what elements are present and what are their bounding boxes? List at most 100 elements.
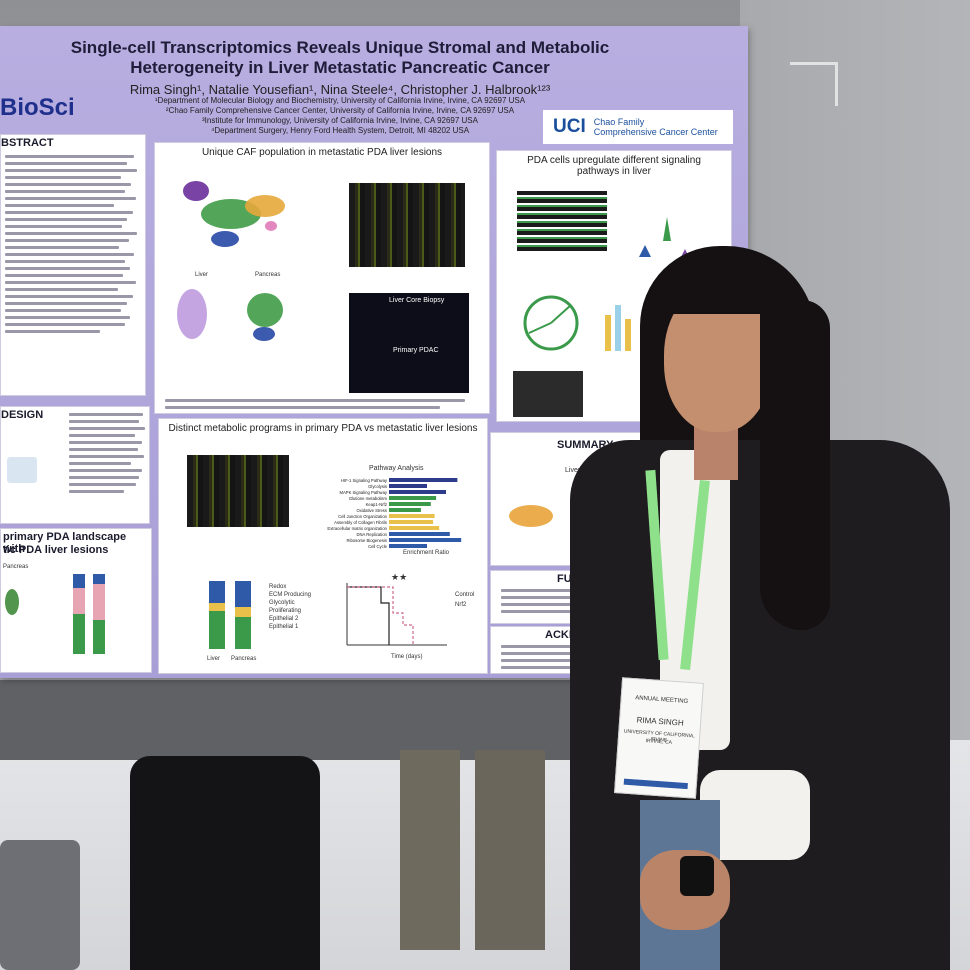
pathway-label: HIF-1 Signaling Pathway: [341, 478, 388, 483]
badge-footer-stripe: [623, 778, 688, 790]
caf-caption-lines: [165, 399, 477, 413]
affiliation-1: ¹Department of Molecular Biology and Bio…: [154, 96, 526, 105]
umap-liver-label: Liver: [195, 272, 209, 278]
acknow-text-lines: [501, 645, 641, 673]
metabolic-heatmap: [187, 455, 289, 527]
background-person-dark: [130, 756, 320, 970]
survival-xlabel: Time (days): [391, 654, 423, 660]
pathway-label: Assembly of Collagen Fibrils: [334, 520, 387, 525]
person-hair-right: [760, 300, 830, 630]
abstract-panel: BSTRACT: [0, 134, 146, 396]
pathway-label: Ribosome Biogenesis: [346, 538, 387, 543]
pathway-label: Glutione metabolism: [349, 496, 388, 501]
mouse-diagram: [7, 457, 37, 483]
micrograph-image: [513, 371, 583, 417]
design-heading: DESIGN: [1, 409, 44, 421]
abstract-heading: BSTRACT: [1, 137, 54, 149]
pathway-label: Oxidative Stress: [357, 508, 388, 513]
signaling-heatmap: [517, 191, 607, 251]
legend-epithelial-1: Epithelial 1: [269, 624, 299, 630]
future-text-lines: [501, 589, 641, 617]
pathway-bar: [389, 532, 450, 536]
survival-control-label: Control: [455, 592, 475, 598]
poster-title: Single-cell Transcriptomics Reveals Uniq…: [40, 38, 640, 78]
affiliation-4: ⁴Department Surgery, Henry Ford Health S…: [210, 126, 470, 135]
pathway-bar: [389, 490, 446, 494]
signaling-title-line-2: pathways in liver: [577, 166, 651, 177]
biosci-logo: BioSci: [0, 94, 75, 121]
legend-ecm: ECM Producing: [269, 592, 312, 598]
dist-pancreas-label: Pancreas: [231, 656, 257, 662]
person-hair-top: [656, 258, 780, 314]
umap-pancreas-green: [247, 293, 283, 327]
liver-core-biopsy-label: Liver Core Biopsy: [389, 297, 445, 304]
enrichment-ratio-label: Enrichment Ratio: [403, 550, 450, 556]
pie-chart: [523, 295, 579, 351]
landscape-panel: primary PDA landscape with tic PDA liver…: [0, 528, 152, 673]
pathway-bar: [389, 520, 434, 524]
poster-title-line-2: Heterogeneity in Liver Metastatic Pancre…: [130, 58, 550, 77]
abstract-text-lines: [5, 155, 141, 337]
umap-cluster-purple: [183, 181, 209, 201]
dist-liver-label: Liver: [207, 656, 221, 662]
badge-name: RIMA SINGH: [636, 715, 684, 728]
umap-cluster-pink: [265, 221, 277, 231]
pathway-analysis-title: Pathway Analysis: [369, 465, 424, 472]
caf-panel-title: Unique CAF population in metastatic PDA …: [201, 147, 443, 158]
pathway-label: Glycolysis: [368, 484, 387, 489]
pathway-bar: [389, 502, 431, 506]
badge-meeting-text: ANNUAL MEETING: [634, 695, 689, 705]
uci-logo-line-2: Comprehensive Cancer Center: [593, 127, 718, 137]
distribution-bar-chart: [209, 581, 251, 649]
landscape-pancreas-label: Pancreas: [3, 564, 29, 570]
name-badge: ANNUAL MEETING RIMA SINGH UNIVERSITY OF …: [614, 677, 704, 799]
survival-nrf2-label: Nrf2: [455, 602, 467, 608]
pathway-bar: [389, 496, 437, 500]
pathway-label: Extracellular matrix organization: [327, 526, 387, 531]
legend-proliferating: Proliferating: [269, 608, 302, 614]
tape-corner-mark: [790, 62, 838, 106]
landscape-umap-cluster: [5, 589, 19, 615]
pathway-bar: [389, 526, 440, 530]
legend-glycolytic: Glycolytic: [269, 600, 295, 606]
umap-cluster-blue: [211, 231, 239, 247]
pathway-bar: [389, 544, 427, 548]
distribution-legend: Redox ECM Producing Glycolytic Prolifera…: [269, 583, 311, 631]
pathway-label: Cell Junction Organization: [338, 514, 388, 519]
poster-title-line-1: Single-cell Transcriptomics Reveals Uniq…: [70, 38, 610, 57]
pathway-label: MAPK Signaling Pathway: [340, 490, 388, 495]
pathway-label: DNA Replication: [357, 532, 388, 537]
poster-authors: Rima Singh¹, Natalie Yousefian¹, Nina St…: [129, 82, 551, 97]
uci-cancer-center-logo: UCI Chao Family Comprehensive Cancer Cen…: [543, 110, 733, 144]
uci-logo-line-1: Chao Family: [593, 117, 645, 127]
primary-pdac-label: Primary PDAC: [393, 347, 439, 354]
pathway-bar: [389, 508, 421, 512]
signaling-panel-title: PDA cells upregulate different signaling…: [497, 155, 731, 177]
metabolic-panel: Distinct metabolic programs in primary P…: [158, 418, 488, 674]
caf-panel: Unique CAF population in metastatic PDA …: [154, 142, 490, 414]
design-panel: DESIGN: [0, 406, 150, 524]
umap-pancreas-label: Pancreas: [255, 272, 281, 278]
survival-curve: [346, 583, 447, 646]
uci-logo-text: UCI: [553, 116, 586, 137]
chair: [0, 840, 80, 970]
design-text-lines: [69, 413, 147, 497]
legend-redox: Redox: [269, 584, 287, 590]
pathway-label: Cell Cycle: [368, 544, 388, 549]
smartwatch: [680, 856, 714, 896]
caf-gene-heatmap: [349, 183, 465, 267]
affiliation-2: ²Chao Family Comprehensive Cancer Center…: [165, 106, 515, 115]
pathway-bar: [389, 478, 458, 482]
umap-liver-cells: [177, 289, 207, 339]
poster-affiliations: ¹Department of Molecular Biology and Bio…: [130, 96, 550, 136]
umap-pancreas-blue: [253, 327, 275, 341]
signaling-title-line-1: PDA cells upregulate different signaling: [527, 155, 701, 166]
summary-pancreas-icon: [509, 505, 553, 527]
background-person-leg-right: [475, 750, 545, 950]
landscape-heading-2: tic PDA liver lesions: [3, 544, 109, 556]
pathway-bar: [389, 538, 462, 542]
affiliation-3: ³Institute for Immunology, University of…: [202, 116, 478, 125]
significance-stars: ★★: [391, 572, 408, 582]
background-person-leg-left: [400, 750, 460, 950]
